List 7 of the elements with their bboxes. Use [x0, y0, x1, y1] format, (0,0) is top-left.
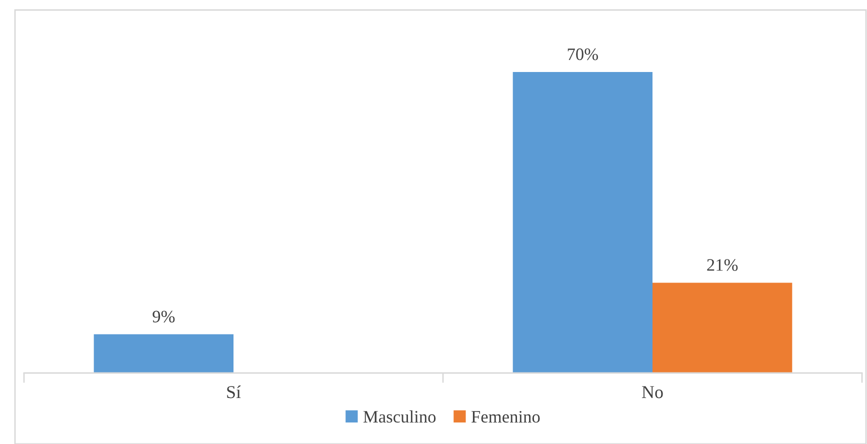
x-tick-label: Sí: [227, 385, 241, 398]
legend-label: Masculino: [363, 410, 436, 423]
data-label: 70%: [568, 48, 598, 60]
data-label: 9%: [152, 310, 175, 322]
legend-label: Femenino: [471, 410, 540, 423]
x-tick-label: No: [642, 386, 663, 398]
data-label: 21%: [707, 259, 738, 271]
